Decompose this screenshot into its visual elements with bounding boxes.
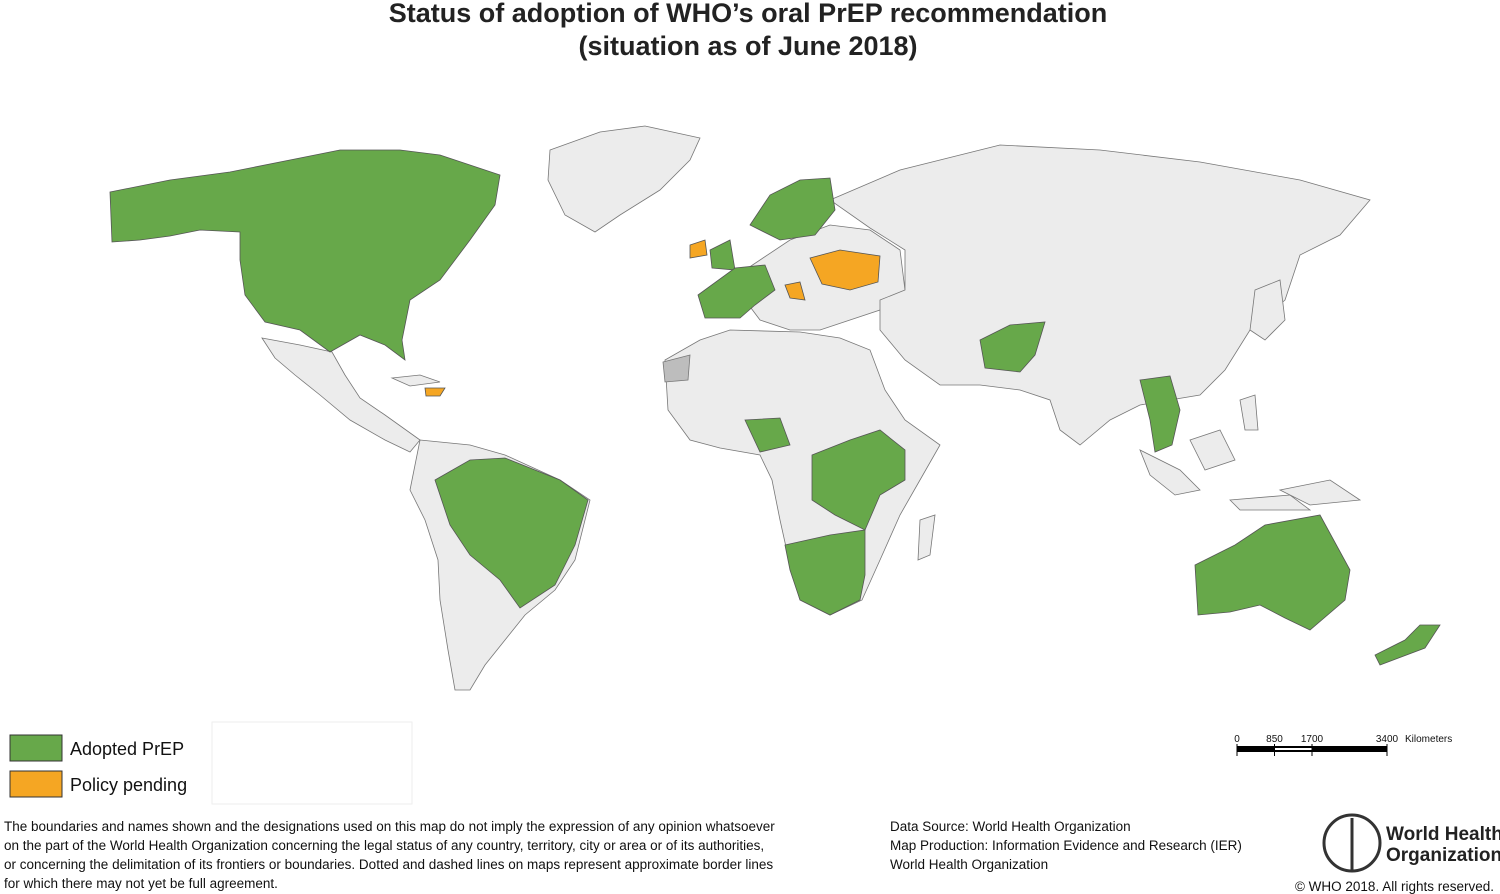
credit-line: Map Production: Information Evidence and… <box>890 838 1242 853</box>
logo-emblem <box>1322 813 1382 873</box>
scale-tick-label: 3400 <box>1376 734 1399 745</box>
southern-africa <box>784 529 866 616</box>
greenland <box>547 125 701 233</box>
nordics <box>749 177 836 241</box>
caribbean-country <box>424 387 446 397</box>
scale-unit: Kilometers <box>1405 734 1452 745</box>
ireland <box>689 239 708 259</box>
scale-segment-inner <box>1274 748 1312 750</box>
scale-tick-label: 0 <box>1234 734 1240 745</box>
legend: Adopted PrEP Policy pending <box>9 721 413 805</box>
uk <box>709 239 736 271</box>
new-zealand <box>1374 624 1441 666</box>
madagascar <box>917 514 936 561</box>
adopted-countries <box>109 149 1441 666</box>
brazil <box>434 457 589 609</box>
java <box>1229 494 1312 511</box>
credit-line: Data Source: World Health Organization <box>890 819 1131 834</box>
subtitle: (situation as of June 2018) <box>578 31 917 61</box>
legend-label: Policy pending <box>70 775 187 795</box>
legend-swatch <box>9 734 63 762</box>
logo-text: Organization <box>1386 845 1500 866</box>
disclaimer-line: for which there may not yet be full agre… <box>4 876 278 891</box>
who-logo: World Health Organization <box>1322 813 1500 873</box>
africa <box>664 329 941 616</box>
legend-blank <box>211 721 413 805</box>
copyright: © WHO 2018. All rights reserved. <box>1295 879 1494 894</box>
japan <box>1249 279 1286 341</box>
pending-countries <box>424 239 881 397</box>
scale-tick-label: 1700 <box>1301 734 1324 745</box>
mainland-southeast-asia <box>1139 375 1181 453</box>
france-spain <box>697 264 776 319</box>
nigeria <box>744 417 791 453</box>
north-america <box>109 149 501 361</box>
australia <box>1194 514 1351 631</box>
philippines <box>1239 394 1259 431</box>
western-sahara <box>662 354 691 383</box>
disclaimer-line: The boundaries and names shown and the d… <box>4 819 775 834</box>
balkan-country <box>784 281 806 301</box>
new-guinea <box>1278 479 1362 506</box>
logo-text: World Health <box>1386 824 1500 845</box>
disclaimer-line: or concerning the delimitation of its fr… <box>4 857 773 872</box>
asia <box>829 144 1371 446</box>
disclaimer-line: on the part of the World Health Organiza… <box>4 838 764 853</box>
scale-bar: 0 850 1700 3400 Kilometers <box>1234 734 1452 756</box>
central-east-africa <box>811 429 906 531</box>
scale-tick-label: 850 <box>1266 734 1283 745</box>
pakistan <box>979 321 1046 373</box>
sumatra <box>1139 449 1201 496</box>
land <box>261 125 1371 691</box>
scale-segment <box>1312 746 1387 752</box>
central-america <box>261 337 421 453</box>
ukraine <box>809 249 881 291</box>
scale-segment <box>1237 746 1275 752</box>
cuba <box>390 374 441 387</box>
legend-swatch <box>9 770 63 798</box>
legend-label: Adopted PrEP <box>70 739 184 759</box>
credit-line: World Health Organization <box>890 857 1048 872</box>
borneo <box>1189 429 1236 471</box>
title: Status of adoption of WHO’s oral PrEP re… <box>389 0 1108 28</box>
